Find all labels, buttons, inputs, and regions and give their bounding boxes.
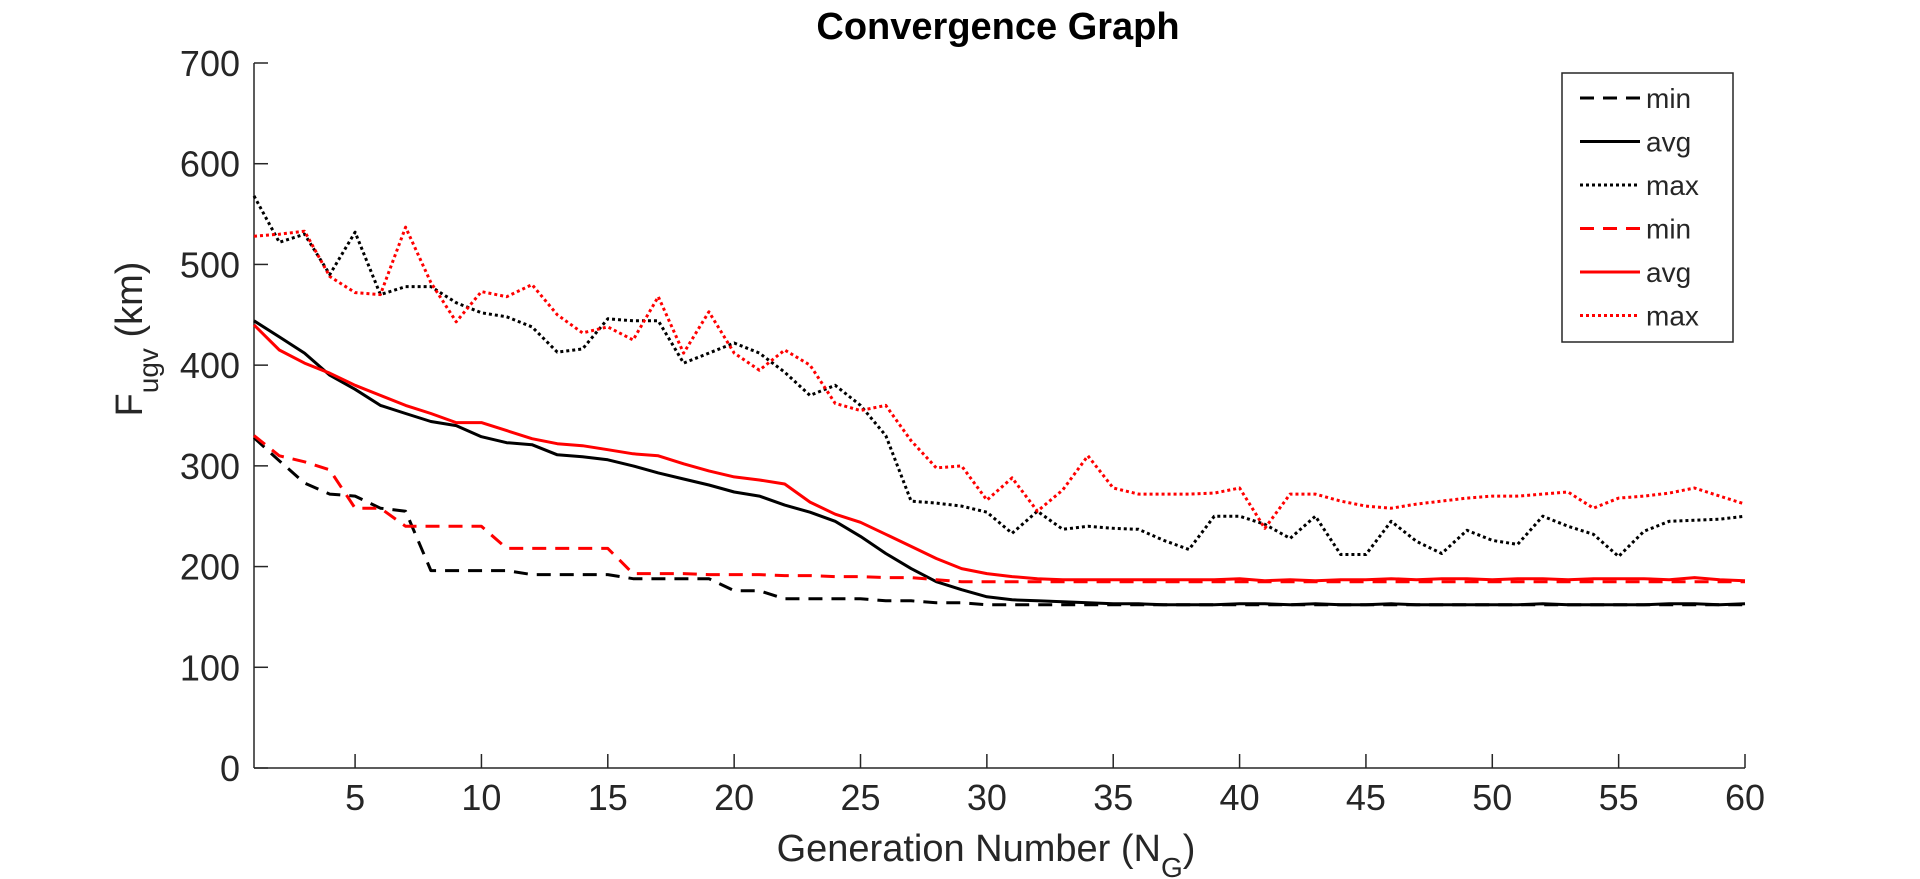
x-axis-label-subscript: G [1161, 852, 1183, 879]
series-line-max-black [252, 195, 1746, 558]
series-line-min-black [252, 436, 1745, 607]
legend-box [1561, 72, 1734, 343]
x-axis-label: Generation Number (NG) [777, 828, 1196, 879]
chart-title: Convergence Graph [816, 6, 1179, 48]
y-tick-label: 500 [180, 244, 240, 285]
x-axis-label-close: ) [1183, 828, 1196, 870]
series-line-max-red [253, 225, 1746, 530]
legend-label: avg [1646, 127, 1691, 158]
y-tick-label: 300 [180, 446, 240, 487]
y-axis-label-subscript: ugv [133, 348, 164, 393]
x-tick-label: 55 [1599, 777, 1639, 818]
legend-label: max [1646, 170, 1699, 201]
series-group [252, 195, 1746, 607]
y-axis-label-main: F [109, 393, 151, 416]
series-line-min-red [253, 434, 1745, 584]
legend-label: max [1646, 301, 1699, 332]
x-tick-label: 45 [1346, 777, 1386, 818]
legend: min avg max min avg max [1561, 72, 1734, 343]
x-tick-label: 50 [1472, 777, 1512, 818]
y-tick-label: 100 [180, 647, 240, 688]
x-tick-label: 10 [461, 777, 501, 818]
x-tick-label: 15 [588, 777, 628, 818]
x-tick-label: 35 [1093, 777, 1133, 818]
y-tick-label: 400 [180, 345, 240, 386]
x-tick-label: 40 [1220, 777, 1260, 818]
legend-label: avg [1646, 257, 1691, 288]
series-line-avg-black [253, 319, 1746, 607]
y-axis-label: Fugv (km) [109, 262, 164, 417]
x-tick-label: 20 [714, 777, 754, 818]
x-tick-label: 30 [967, 777, 1007, 818]
axes: 5 10 15 20 25 30 35 40 45 50 55 6001002003004005006… [180, 43, 1765, 818]
y-tick-label: 600 [180, 144, 240, 185]
y-tick-label: 200 [180, 547, 240, 588]
y-tick-label: 700 [180, 43, 240, 84]
series-line-avg-red [252, 323, 1746, 583]
x-tick-label: 25 [840, 777, 880, 818]
y-tick-label: 0 [220, 748, 240, 789]
legend-label: min [1646, 83, 1691, 114]
x-tick-label: 60 [1725, 777, 1765, 818]
x-tick-label: 5 [345, 777, 365, 818]
x-axis-label-main: Generation Number (N [777, 828, 1161, 870]
y-axis-label-unit: (km) [109, 262, 151, 349]
legend-label: min [1646, 214, 1691, 245]
